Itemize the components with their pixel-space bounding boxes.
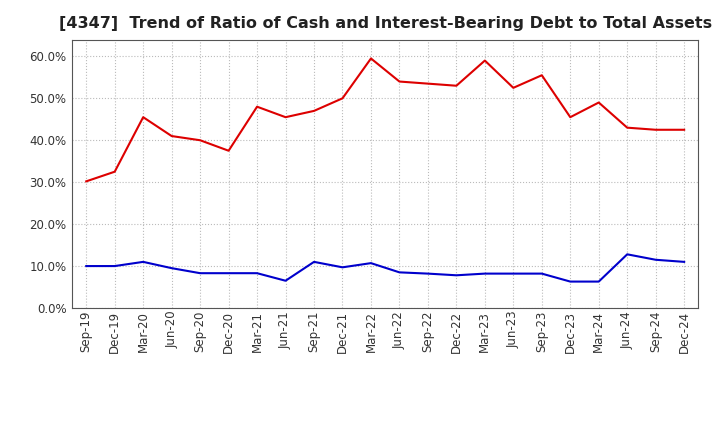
- Interest-Bearing Debt: [395, 270, 404, 275]
- Cash: [423, 81, 432, 86]
- Cash: [537, 73, 546, 78]
- Cash: [282, 114, 290, 120]
- Interest-Bearing Debt: [537, 271, 546, 276]
- Interest-Bearing Debt: [680, 259, 688, 264]
- Interest-Bearing Debt: [566, 279, 575, 284]
- Cash: [253, 104, 261, 109]
- Cash: [623, 125, 631, 130]
- Cash: [310, 108, 318, 114]
- Cash: [452, 83, 461, 88]
- Interest-Bearing Debt: [480, 271, 489, 276]
- Cash: [480, 58, 489, 63]
- Cash: [225, 148, 233, 154]
- Cash: [196, 138, 204, 143]
- Cash: [366, 56, 375, 61]
- Cash: [652, 127, 660, 132]
- Interest-Bearing Debt: [139, 259, 148, 264]
- Interest-Bearing Debt: [253, 271, 261, 276]
- Line: Interest-Bearing Debt: Interest-Bearing Debt: [86, 254, 684, 282]
- Interest-Bearing Debt: [282, 278, 290, 283]
- Interest-Bearing Debt: [167, 265, 176, 271]
- Interest-Bearing Debt: [652, 257, 660, 262]
- Interest-Bearing Debt: [366, 260, 375, 266]
- Cash: [509, 85, 518, 91]
- Interest-Bearing Debt: [338, 265, 347, 270]
- Line: Cash: Cash: [86, 59, 684, 181]
- Interest-Bearing Debt: [509, 271, 518, 276]
- Interest-Bearing Debt: [452, 273, 461, 278]
- Title: [4347]  Trend of Ratio of Cash and Interest-Bearing Debt to Total Assets: [4347] Trend of Ratio of Cash and Intere…: [58, 16, 712, 32]
- Cash: [595, 100, 603, 105]
- Cash: [680, 127, 688, 132]
- Cash: [110, 169, 119, 174]
- Interest-Bearing Debt: [423, 271, 432, 276]
- Cash: [338, 95, 347, 101]
- Interest-Bearing Debt: [225, 271, 233, 276]
- Cash: [167, 133, 176, 139]
- Cash: [139, 114, 148, 120]
- Cash: [566, 114, 575, 120]
- Interest-Bearing Debt: [310, 259, 318, 264]
- Interest-Bearing Debt: [196, 271, 204, 276]
- Interest-Bearing Debt: [623, 252, 631, 257]
- Cash: [82, 179, 91, 184]
- Interest-Bearing Debt: [110, 264, 119, 269]
- Cash: [395, 79, 404, 84]
- Interest-Bearing Debt: [82, 264, 91, 269]
- Interest-Bearing Debt: [595, 279, 603, 284]
